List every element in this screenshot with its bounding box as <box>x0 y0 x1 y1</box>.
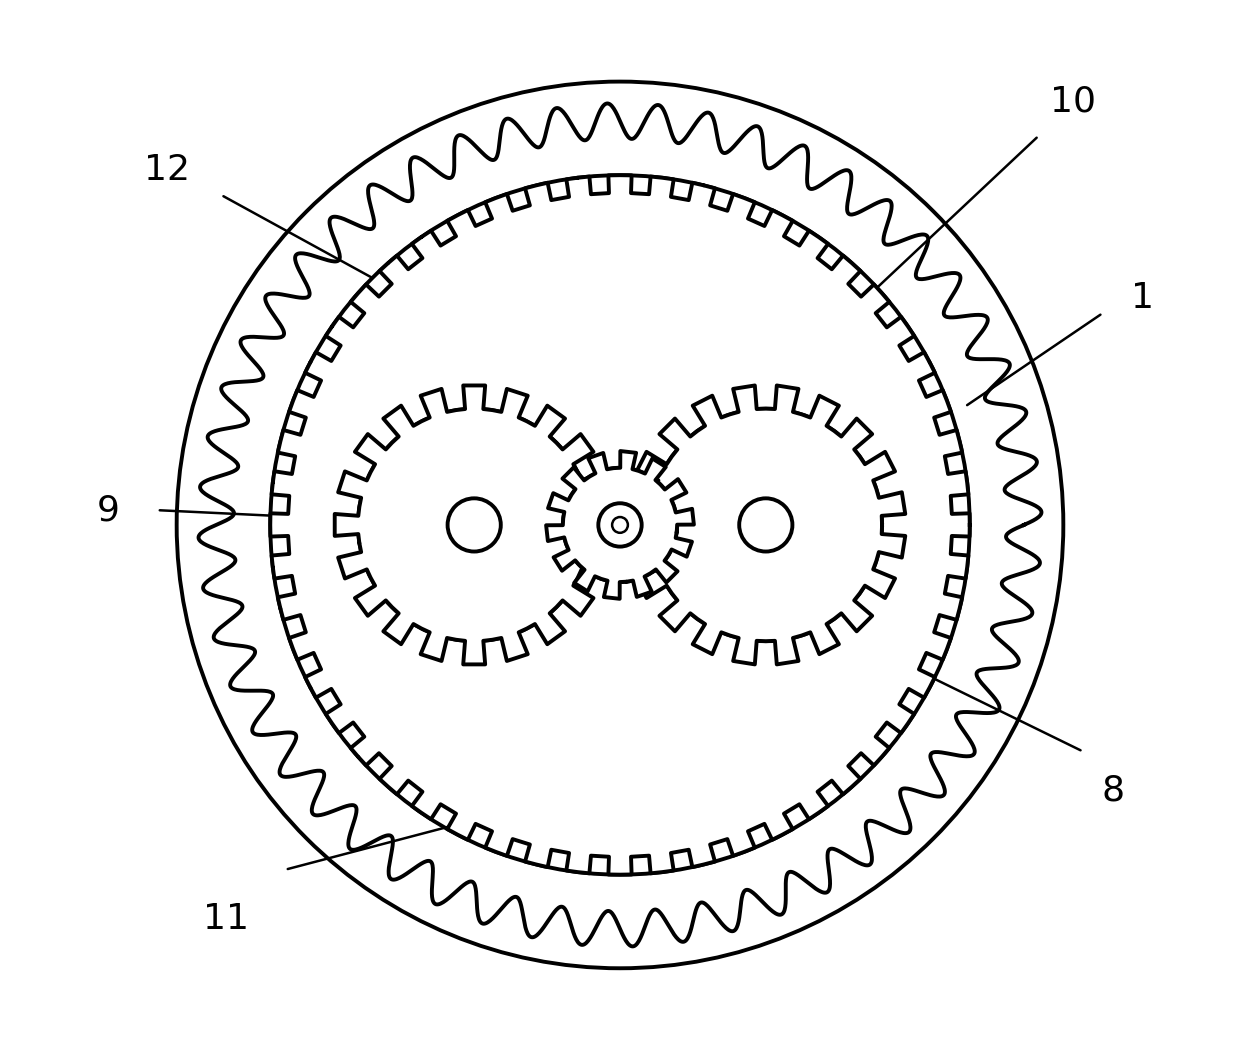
Polygon shape <box>270 175 970 875</box>
Text: 9: 9 <box>97 493 119 527</box>
Polygon shape <box>546 451 694 599</box>
Text: 8: 8 <box>1101 774 1125 808</box>
Circle shape <box>613 517 627 532</box>
Circle shape <box>358 409 590 642</box>
Circle shape <box>599 503 641 547</box>
Text: 10: 10 <box>1050 84 1096 119</box>
Polygon shape <box>626 386 905 665</box>
Circle shape <box>270 175 970 875</box>
Circle shape <box>448 498 501 551</box>
Text: 11: 11 <box>203 902 249 936</box>
Circle shape <box>739 498 792 551</box>
Text: 12: 12 <box>144 153 190 187</box>
Polygon shape <box>335 386 614 665</box>
Circle shape <box>650 409 882 642</box>
Circle shape <box>563 468 677 582</box>
Text: 1: 1 <box>1131 282 1153 315</box>
Circle shape <box>176 81 1064 968</box>
